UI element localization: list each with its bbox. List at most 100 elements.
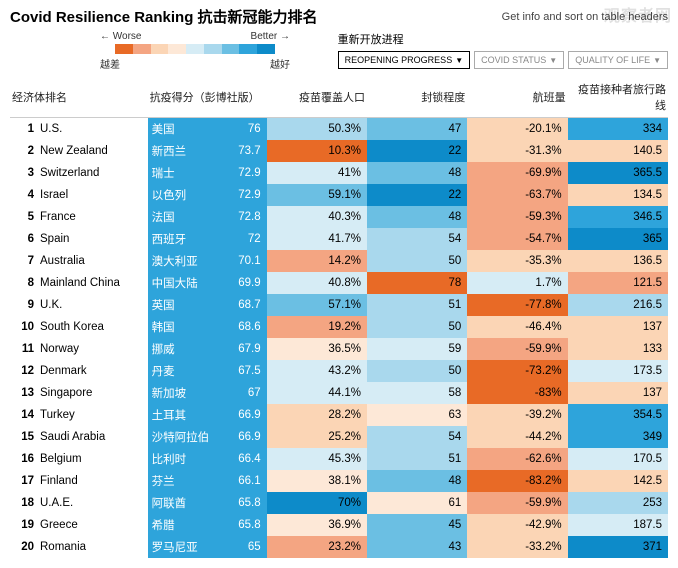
score-cell: 72.8 xyxy=(218,206,267,228)
score-cell: 69.9 xyxy=(218,272,267,294)
header-score[interactable]: 抗疫得分（彭博社版） xyxy=(148,77,267,118)
color-legend: ← Worse Better → 越差 越好 xyxy=(100,31,290,71)
score-cell: 68.7 xyxy=(218,294,267,316)
routes-cell: 121.5 xyxy=(568,272,668,294)
lockdown-cell: 50 xyxy=(367,316,467,338)
vax-cell: 23.2% xyxy=(267,536,367,558)
economy-name-cn: 阿联酋 xyxy=(148,492,218,514)
table-row: 10South Korea韩国68.619.2%50-46.4%137 xyxy=(10,316,668,338)
table-row: 3Switzerland瑞士72.941%48-69.9%365.5 xyxy=(10,162,668,184)
vax-cell: 10.3% xyxy=(267,140,367,162)
legend-worse-en: ← Worse xyxy=(100,31,142,42)
routes-cell: 137 xyxy=(568,316,668,338)
score-cell: 67 xyxy=(218,382,267,404)
economy-name-cn: 澳大利亚 xyxy=(148,250,218,272)
economy-name-en: Saudi Arabia xyxy=(38,426,148,448)
economy-name-cn: 丹麦 xyxy=(148,360,218,382)
table-row: 4Israel以色列72.959.1%22-63.7%134.5 xyxy=(10,184,668,206)
flight-cell: -62.6% xyxy=(467,448,567,470)
vax-cell: 59.1% xyxy=(267,184,367,206)
rank-cell: 7 xyxy=(10,250,38,272)
lockdown-cell: 61 xyxy=(367,492,467,514)
flight-cell: -73.2% xyxy=(467,360,567,382)
vax-cell: 36.9% xyxy=(267,514,367,536)
table-row: 8Mainland China中国大陆69.940.8%781.7%121.5 xyxy=(10,272,668,294)
routes-cell: 354.5 xyxy=(568,404,668,426)
legend-swatch xyxy=(204,44,222,54)
economy-name-cn: 以色列 xyxy=(148,184,218,206)
economy-name-en: New Zealand xyxy=(38,140,148,162)
flight-cell: -31.3% xyxy=(467,140,567,162)
score-cell: 72 xyxy=(218,228,267,250)
header-vax[interactable]: 疫苗覆盖人口 xyxy=(267,77,367,118)
economy-name-en: France xyxy=(38,206,148,228)
economy-name-cn: 挪威 xyxy=(148,338,218,360)
economy-name-cn: 新加坡 xyxy=(148,382,218,404)
table-row: 12Denmark丹麦67.543.2%50-73.2%173.5 xyxy=(10,360,668,382)
lockdown-cell: 48 xyxy=(367,470,467,492)
lockdown-cell: 22 xyxy=(367,184,467,206)
legend-swatch xyxy=(239,44,257,54)
score-cell: 67.5 xyxy=(218,360,267,382)
lockdown-cell: 48 xyxy=(367,206,467,228)
economy-name-cn: 新西兰 xyxy=(148,140,218,162)
vax-cell: 43.2% xyxy=(267,360,367,382)
economy-name-en: Romania xyxy=(38,536,148,558)
economy-name-en: Finland xyxy=(38,470,148,492)
economy-name-cn: 罗马尼亚 xyxy=(148,536,218,558)
economy-name-en: Australia xyxy=(38,250,148,272)
header-flight[interactable]: 航班量 xyxy=(467,77,567,118)
score-cell: 70.1 xyxy=(218,250,267,272)
routes-cell: 216.5 xyxy=(568,294,668,316)
routes-cell: 349 xyxy=(568,426,668,448)
header-rank[interactable]: 经济体排名 xyxy=(10,77,148,118)
economy-name-en: Denmark xyxy=(38,360,148,382)
economy-name-en: Turkey xyxy=(38,404,148,426)
table-row: 2New Zealand新西兰73.710.3%22-31.3%140.5 xyxy=(10,140,668,162)
filter-button[interactable]: REOPENING PROGRESS▼ xyxy=(338,51,470,69)
lockdown-cell: 78 xyxy=(367,272,467,294)
lockdown-cell: 51 xyxy=(367,448,467,470)
flight-cell: -69.9% xyxy=(467,162,567,184)
rank-cell: 11 xyxy=(10,338,38,360)
economy-name-cn: 土耳其 xyxy=(148,404,218,426)
lockdown-cell: 50 xyxy=(367,360,467,382)
economy-name-en: Belgium xyxy=(38,448,148,470)
routes-cell: 346.5 xyxy=(568,206,668,228)
economy-name-cn: 比利时 xyxy=(148,448,218,470)
economy-name-en: U.K. xyxy=(38,294,148,316)
flight-cell: -83.2% xyxy=(467,470,567,492)
page-title: Covid Resilience Ranking 抗击新冠能力排名 xyxy=(10,6,318,27)
score-cell: 72.9 xyxy=(218,184,267,206)
lockdown-cell: 47 xyxy=(367,118,467,140)
legend-swatch xyxy=(222,44,240,54)
economy-name-cn: 瑞士 xyxy=(148,162,218,184)
vax-cell: 19.2% xyxy=(267,316,367,338)
table-row: 6Spain西班牙7241.7%54-54.7%365 xyxy=(10,228,668,250)
economy-name-en: Israel xyxy=(38,184,148,206)
flight-cell: -63.7% xyxy=(467,184,567,206)
lockdown-cell: 58 xyxy=(367,382,467,404)
rank-cell: 4 xyxy=(10,184,38,206)
vax-cell: 25.2% xyxy=(267,426,367,448)
score-cell: 65.8 xyxy=(218,492,267,514)
filter-button[interactable]: COVID STATUS▼ xyxy=(474,51,564,69)
economy-name-en: South Korea xyxy=(38,316,148,338)
table-row: 13Singapore新加坡6744.1%58-83%137 xyxy=(10,382,668,404)
score-cell: 65.8 xyxy=(218,514,267,536)
flight-cell: -59.3% xyxy=(467,206,567,228)
vax-cell: 14.2% xyxy=(267,250,367,272)
header-routes[interactable]: 疫苗接种者旅行路线 xyxy=(568,77,668,118)
flight-cell: -42.9% xyxy=(467,514,567,536)
filter-button[interactable]: QUALITY OF LIFE▼ xyxy=(568,51,668,69)
table-row: 18U.A.E.阿联酋65.870%61-59.9%253 xyxy=(10,492,668,514)
rank-cell: 8 xyxy=(10,272,38,294)
table-row: 14Turkey土耳其66.928.2%63-39.2%354.5 xyxy=(10,404,668,426)
table-row: 15Saudi Arabia沙特阿拉伯66.925.2%54-44.2%349 xyxy=(10,426,668,448)
header-lock[interactable]: 封锁程度 xyxy=(367,77,467,118)
routes-cell: 365.5 xyxy=(568,162,668,184)
vax-cell: 41.7% xyxy=(267,228,367,250)
table-row: 9U.K.英国68.757.1%51-77.8%216.5 xyxy=(10,294,668,316)
flight-cell: -39.2% xyxy=(467,404,567,426)
economy-name-en: Switzerland xyxy=(38,162,148,184)
